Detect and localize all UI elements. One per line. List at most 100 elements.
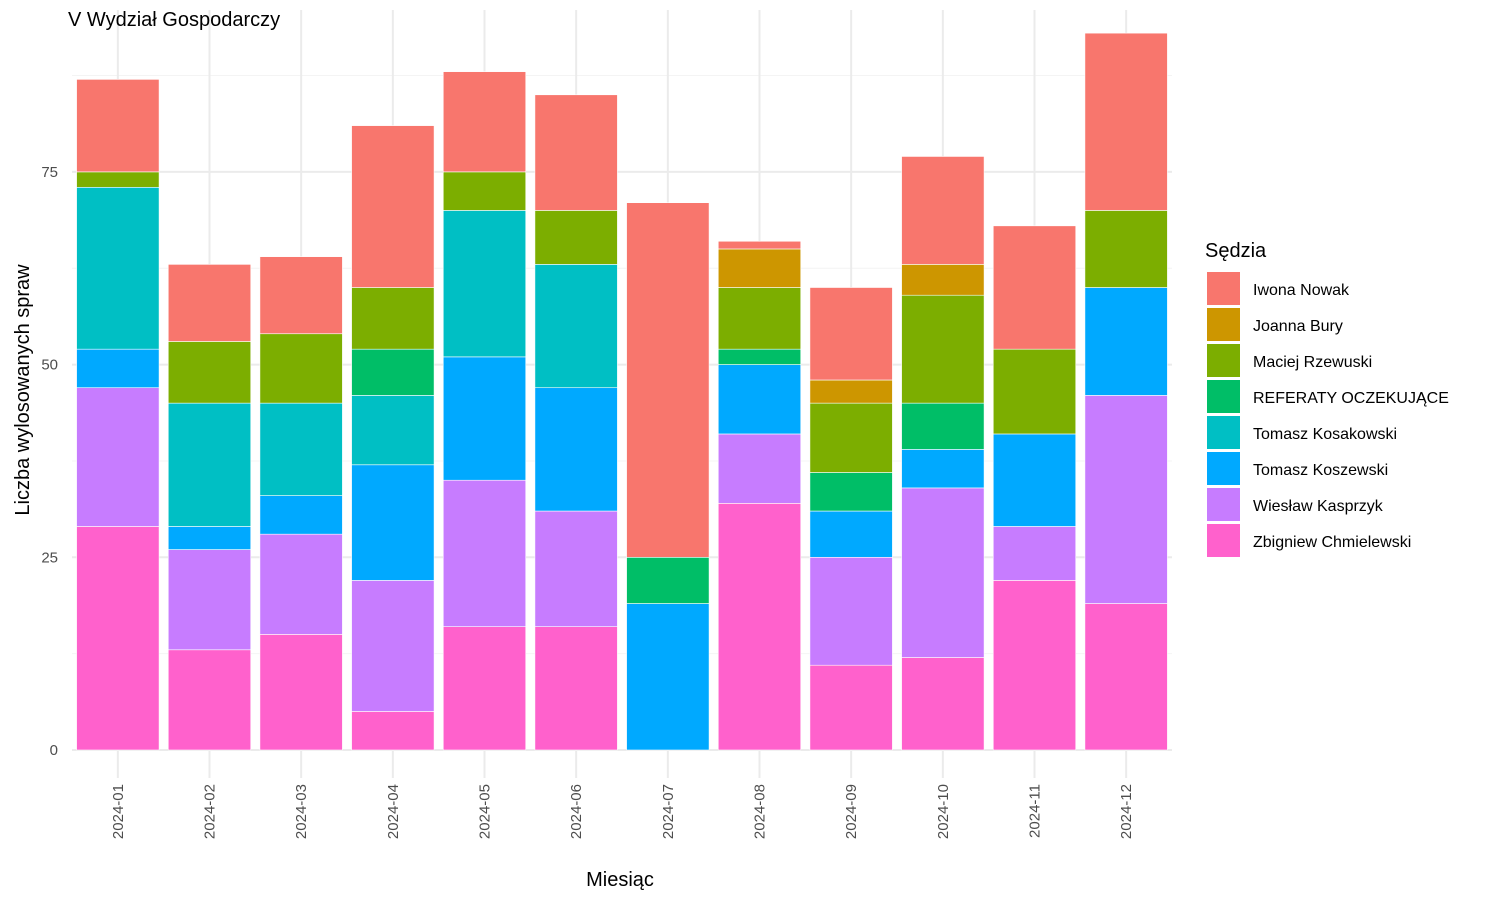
bar-segment — [534, 264, 618, 389]
legend-label: Wiesław Kasprzyk — [1253, 498, 1384, 515]
bar-segment — [717, 503, 802, 751]
bar-segment — [76, 348, 160, 389]
x-tick-label: 2024-03 — [293, 784, 310, 839]
bar-segment — [351, 348, 435, 396]
y-tick-label: 50 — [41, 357, 58, 374]
bar-segment — [809, 402, 893, 473]
x-tick-label: 2024-06 — [568, 784, 585, 839]
legend-label: REFERATY OCZEKUJĄCE — [1253, 390, 1449, 407]
bar-segment — [992, 580, 1077, 751]
y-tick-label: 75 — [41, 164, 58, 181]
bar-segment — [534, 387, 618, 512]
bar-segment — [76, 171, 160, 188]
bar-segment — [259, 256, 343, 335]
legend-swatch — [1207, 308, 1240, 341]
bar-segment — [901, 487, 985, 658]
bar-segment — [167, 649, 252, 751]
legend-label: Tomasz Koszewski — [1253, 462, 1388, 479]
x-tick-label: 2024-02 — [202, 784, 219, 839]
legend: Sędzia Iwona Nowak Joanna Bury Maciej Rzew… — [1205, 240, 1449, 557]
chart-title: V Wydział Gospodarczy — [68, 9, 280, 31]
bar-segment — [992, 526, 1077, 581]
x-tick-label: 2024-01 — [110, 784, 127, 839]
bar-segment — [442, 626, 527, 751]
legend-swatch — [1207, 344, 1240, 377]
bar-segment — [259, 402, 343, 496]
x-tick-label: 2024-11 — [1027, 784, 1044, 838]
bar-segment — [626, 556, 710, 604]
bar-segment — [534, 626, 618, 751]
legend-swatch — [1207, 416, 1240, 449]
bar-segment — [442, 171, 527, 211]
y-tick-label: 0 — [50, 742, 58, 759]
bar-segment — [167, 549, 252, 651]
bar-segment — [901, 657, 985, 751]
x-tick-label: 2024-07 — [660, 784, 677, 839]
legend-label: Iwona Nowak — [1253, 282, 1350, 299]
bar-segment — [534, 94, 618, 211]
bar-segment — [167, 341, 252, 404]
bar-segment — [1084, 603, 1168, 751]
bar-segment — [1084, 32, 1168, 211]
bar-segment — [259, 533, 343, 635]
bar-segment — [351, 464, 435, 581]
bar-segment — [992, 433, 1077, 527]
bar-segment — [259, 333, 343, 404]
bar-segment — [167, 526, 252, 550]
bar-segment — [717, 287, 802, 350]
bar-segment — [76, 387, 160, 527]
bar-segment — [717, 433, 802, 504]
bar-segment — [901, 294, 985, 404]
bar-segment — [351, 395, 435, 466]
legend-swatch — [1207, 524, 1240, 557]
bar-segment — [1084, 210, 1168, 288]
y-axis-title: Liczba wylosowanych spraw — [12, 264, 34, 516]
x-tick-label: 2024-12 — [1118, 784, 1135, 839]
bar-segment — [992, 225, 1077, 350]
bar-segment — [1084, 395, 1168, 604]
bar-segment — [534, 210, 618, 265]
x-axis-ticks: 2024-01 2024-02 2024-03 2024-04 2024-05 2024-… — [110, 784, 1135, 839]
bar-segment — [351, 580, 435, 712]
legend-title: Sędzia — [1205, 240, 1267, 262]
bar-segment — [626, 603, 710, 751]
bar-segment — [442, 71, 527, 173]
bar-segment — [717, 248, 802, 288]
bar-segment — [809, 510, 893, 558]
bar-segment — [901, 264, 985, 296]
x-tick-label: 2024-04 — [385, 784, 402, 839]
x-tick-label: 2024-09 — [843, 784, 860, 839]
bar-segment — [809, 379, 893, 404]
bar-segment — [259, 634, 343, 751]
legend-label: Tomasz Kosakowski — [1253, 426, 1397, 443]
bar-segment — [167, 264, 252, 342]
legend-label: Zbigniew Chmielewski — [1253, 534, 1411, 551]
y-tick-label: 25 — [41, 549, 58, 566]
bar-segment — [717, 364, 802, 435]
legend-swatch — [1207, 488, 1240, 521]
x-tick-label: 2024-08 — [752, 784, 769, 839]
bar-segment — [442, 210, 527, 358]
x-axis-title: Miesiąc — [586, 869, 654, 891]
bar-segment — [717, 240, 802, 250]
bar-segment — [351, 125, 435, 288]
bar-segment — [901, 402, 985, 450]
bar-segment — [442, 356, 527, 481]
bar-segment — [76, 79, 160, 173]
bar-segment — [351, 287, 435, 350]
legend-swatch — [1207, 380, 1240, 413]
bar-segment — [992, 348, 1077, 435]
bar-segment — [901, 156, 985, 265]
bar-segment — [76, 526, 160, 751]
x-tick-label: 2024-05 — [477, 784, 494, 839]
y-axis-ticks: 0 25 50 75 — [41, 164, 58, 759]
legend-label: Joanna Bury — [1253, 318, 1343, 335]
bar-segment — [351, 711, 435, 751]
bar-segment — [534, 510, 618, 627]
bar-segment — [442, 479, 527, 627]
bar-segment — [809, 664, 893, 751]
legend-swatch — [1207, 272, 1240, 305]
bar-segment — [809, 287, 893, 381]
bar-segment — [76, 186, 160, 350]
